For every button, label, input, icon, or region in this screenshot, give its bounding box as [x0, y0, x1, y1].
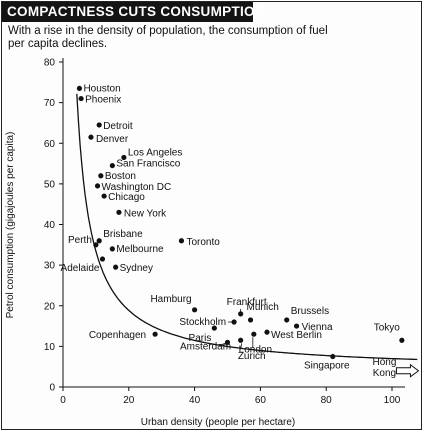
label-toronto: Toronto [186, 237, 220, 248]
point-frankfurt [238, 311, 244, 317]
label-singapore: Singapore [304, 361, 350, 372]
x-tick-label: 40 [189, 395, 201, 406]
point-perth [93, 242, 99, 248]
point-hamburg [192, 307, 198, 313]
label-stockholm: Stockholm [179, 317, 226, 328]
point-los-angeles [121, 154, 127, 161]
label-new-york: New York [124, 208, 167, 219]
point-phoenix [78, 95, 84, 102]
point-west-berlin [264, 329, 270, 335]
point-san-francisco [109, 162, 115, 169]
point-chicago [101, 193, 107, 199]
point-singapore [330, 353, 336, 360]
x-tick-label: 20 [123, 395, 135, 406]
label-san-francisco: San Francisco [116, 159, 180, 170]
y-tick-label: 50 [44, 179, 56, 190]
y-tick-label: 20 [44, 301, 56, 312]
label-boston: Boston [105, 171, 136, 182]
label-washington-dc: Washington DC [102, 182, 172, 193]
point-vienna [293, 323, 300, 329]
y-tick-label: 0 [49, 383, 55, 394]
axis-titles: Urban density (people per hectare) Petro… [5, 132, 295, 428]
point-new-york [116, 209, 122, 215]
point-boston [98, 173, 104, 179]
point-sydney [113, 264, 119, 270]
leader-london [240, 343, 243, 350]
x-axis-title: Urban density (people per hectare) [141, 417, 296, 428]
label-tokyo: Tokyo [374, 322, 401, 333]
x-tick-label: 60 [255, 395, 267, 406]
y-axis-title: Petrol consumption (gigajoules per capit… [5, 132, 16, 319]
label-brisbane: Brisbane [103, 229, 143, 240]
label-perth: Perth [68, 235, 92, 246]
label-munich: Munich [247, 302, 279, 313]
y-tick-label: 30 [44, 261, 56, 272]
label-zurich: Zurich [238, 351, 266, 362]
point-adelaide [99, 256, 106, 262]
label-detroit: Detroit [103, 121, 133, 132]
point-denver [88, 134, 94, 140]
label-west-berlin: West Berlin [271, 330, 322, 341]
point-washington-dc [94, 183, 101, 189]
point-paris [211, 325, 217, 331]
label-los-angeles: Los Angeles [128, 147, 182, 158]
label-adelaide: Adelaide [61, 263, 100, 274]
point-houston [76, 85, 83, 92]
y-tick-label: 70 [44, 98, 56, 109]
point-london [238, 337, 244, 343]
label-hamburg: Hamburg [150, 294, 191, 305]
point-amsterdam [224, 339, 231, 345]
label-hong-kong: Hong Kong [372, 357, 396, 379]
label-copenhagen: Copenhagen [89, 330, 146, 341]
label-sydney: Sydney [120, 263, 153, 274]
point-brussels [284, 317, 290, 323]
point-toronto [178, 238, 185, 244]
point-copenhagen [152, 331, 158, 337]
y-tick-label: 40 [44, 220, 56, 231]
leader-amsterdam [219, 342, 226, 346]
y-tick-label: 10 [44, 342, 56, 353]
label-melbourne: Melbourne [116, 244, 164, 255]
point-munich [247, 317, 254, 323]
axes: 0 10 20 30 40 50 60 70 80 0 20 40 60 80 100 [44, 58, 405, 406]
chart-subtitle: With a rise in the density of population… [8, 25, 328, 50]
point-zurich [251, 331, 257, 337]
label-paris: Paris [189, 333, 212, 344]
label-frankfurt: Frankfurt [227, 297, 267, 308]
label-amsterdam: Amsterdam [180, 341, 231, 352]
data-points [76, 85, 420, 378]
label-chicago: Chicago [108, 192, 145, 203]
x-tick-label: 0 [60, 395, 66, 406]
y-tick-label: 80 [44, 58, 56, 69]
point-tokyo [399, 337, 405, 343]
point-hong-kong-arrow [395, 363, 420, 378]
point-brisbane [96, 238, 102, 244]
y-tick-label: 60 [44, 139, 56, 150]
trend-curve [76, 93, 418, 361]
chart-title: COMPACTNESS CUTS CONSUMPTION [2, 2, 265, 22]
trend-line [76, 93, 418, 361]
point-melbourne [109, 246, 115, 252]
label-vienna: Vienna [302, 322, 333, 333]
label-denver: Denver [96, 134, 129, 145]
label-houston: Houston [83, 83, 120, 94]
point-detroit [96, 122, 102, 128]
label-brussels: Brussels [291, 306, 329, 317]
label-phoenix: Phoenix [85, 95, 121, 106]
label-london: London [239, 344, 272, 355]
point-stockholm [231, 319, 237, 325]
x-tick-label: 80 [321, 395, 333, 406]
x-tick-label: 100 [384, 395, 401, 406]
